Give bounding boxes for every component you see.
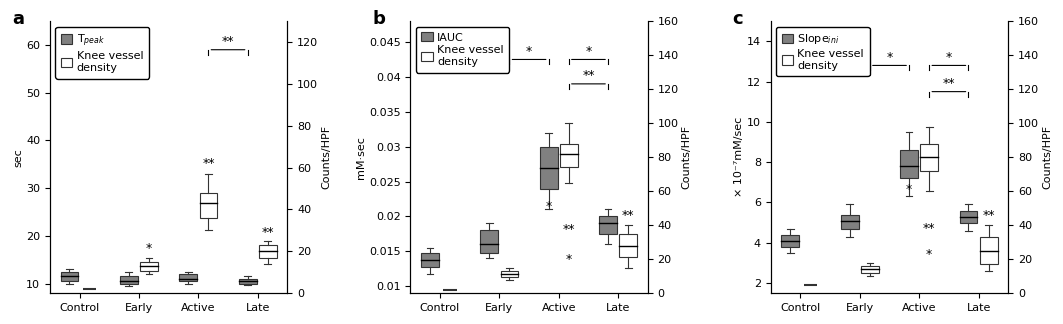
Y-axis label: Counts/HPF: Counts/HPF xyxy=(681,125,691,189)
Text: *: * xyxy=(906,183,912,196)
Text: c: c xyxy=(732,10,743,28)
Text: a: a xyxy=(12,10,23,28)
Text: *: * xyxy=(586,45,592,58)
Bar xyxy=(620,234,637,258)
Bar xyxy=(180,274,197,281)
Bar xyxy=(200,193,217,218)
Text: *: * xyxy=(887,51,893,64)
Text: **: ** xyxy=(622,209,635,222)
Y-axis label: Counts/HPF: Counts/HPF xyxy=(1042,125,1052,189)
Y-axis label: mM·sec: mM·sec xyxy=(356,136,366,179)
Bar xyxy=(501,271,519,277)
Text: **: ** xyxy=(222,35,234,48)
Bar xyxy=(861,266,879,273)
Text: **: ** xyxy=(261,226,274,239)
Text: *: * xyxy=(926,248,932,261)
Y-axis label: Counts/HPF: Counts/HPF xyxy=(321,125,331,189)
Bar xyxy=(560,144,578,167)
Bar xyxy=(61,272,79,281)
Legend: Slope$_{ini}$, Knee vessel
density: Slope$_{ini}$, Knee vessel density xyxy=(776,27,870,76)
Text: **: ** xyxy=(923,222,935,235)
Bar xyxy=(540,147,558,189)
Text: *: * xyxy=(566,253,572,266)
Bar xyxy=(980,237,997,264)
Bar xyxy=(781,235,799,247)
Bar xyxy=(841,214,859,229)
Bar xyxy=(239,279,256,284)
Bar xyxy=(421,253,439,267)
Text: **: ** xyxy=(202,157,215,170)
Bar xyxy=(900,150,918,178)
Text: **: ** xyxy=(562,223,575,236)
Text: **: ** xyxy=(982,209,995,222)
Bar xyxy=(960,211,977,223)
Text: **: ** xyxy=(583,69,594,82)
Bar xyxy=(120,276,138,284)
Y-axis label: × 10⁻⁷mM/sec: × 10⁻⁷mM/sec xyxy=(735,117,744,197)
Bar xyxy=(140,262,158,271)
Bar xyxy=(921,144,939,171)
Legend: T$_{peak}$, Knee vessel
density: T$_{peak}$, Knee vessel density xyxy=(55,27,149,78)
Text: *: * xyxy=(526,45,533,58)
Text: *: * xyxy=(545,200,552,213)
Text: *: * xyxy=(946,51,952,64)
Bar xyxy=(600,216,617,234)
Bar xyxy=(480,230,499,253)
Y-axis label: sec: sec xyxy=(13,148,23,167)
Bar xyxy=(259,245,276,258)
Text: **: ** xyxy=(943,77,956,90)
Text: *: * xyxy=(146,242,152,256)
Text: b: b xyxy=(372,10,385,28)
Legend: IAUC, Knee vessel
density: IAUC, Knee vessel density xyxy=(416,27,509,73)
